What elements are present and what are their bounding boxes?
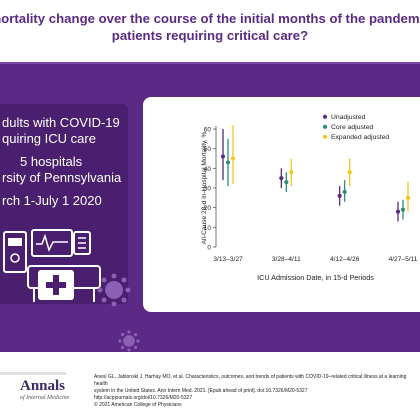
y-tick-label: 20: [204, 205, 212, 212]
virus-icon: [97, 273, 131, 307]
legend: Unadjusted Core adjusted Expanded adjusted: [322, 114, 389, 141]
panel-line-2: quiring ICU care: [2, 131, 96, 146]
data-point: [289, 170, 294, 175]
annals-logo: Annals: [20, 378, 66, 394]
legend-marker: [322, 114, 328, 119]
legend-label: Expanded adjusted: [331, 134, 389, 141]
virus-icon: [118, 330, 140, 352]
band-divider: [0, 62, 420, 64]
icu-illustration: [3, 229, 101, 302]
copyright: © 2021 American College of Physicians: [94, 402, 182, 408]
y-axis-label: All-Cause 28-d In-Hospital Mortality, %: [201, 131, 208, 244]
y-tick-label: 60: [204, 127, 212, 134]
citation-link[interactable]: http://acpjournals.org/doi/10.7326/M20-5…: [94, 395, 193, 401]
citation: Anesi GL, Jablonski J, Harhay MO, et al.…: [94, 374, 414, 409]
data-point: [220, 154, 226, 159]
x-tick-label: 3/13–3/27: [213, 256, 243, 263]
data-point: [347, 170, 352, 175]
data-point: [342, 189, 347, 195]
ventilator-icon: [3, 231, 27, 273]
logo-box: [0, 372, 66, 415]
legend-label: Unadjusted: [331, 114, 366, 121]
x-axis: 3/13–3/27 3/28–4/11 4/12–4/26 4/27–5/11: [213, 256, 417, 263]
y-tick-label: 50: [204, 146, 212, 153]
y-tick-label: 0: [207, 245, 211, 252]
panel-line-1: dults with COVID-19: [2, 115, 120, 130]
citation-line-2: system in the United States. Ann Intern …: [94, 388, 308, 394]
data-point: [337, 193, 342, 198]
y-axis: 0 10 20 30 40 50 60: [204, 126, 217, 252]
citation-line-1: Anesi GL, Jablonski J, Harhay MO, et al.…: [94, 374, 407, 387]
data-point: [284, 180, 289, 185]
data-marks: [220, 125, 411, 222]
header: mortality change over the course of the …: [0, 0, 420, 62]
data-point: [279, 176, 284, 181]
x-tick-label: 4/12–4/26: [330, 256, 360, 263]
mortality-chart: 0 10 20 30 40 50 60 All-Cause 28-d In-Hospital…: [201, 114, 418, 282]
legend-marker: [322, 124, 328, 129]
title-line-2: patients requiring critical care?: [111, 28, 309, 43]
title-question: mortality change over the course of the …: [0, 10, 420, 44]
footer: [0, 352, 420, 420]
y-tick-label: 10: [204, 225, 212, 232]
data-point: [225, 160, 231, 165]
annals-logo-subtitle: of Internal Medicine: [20, 395, 70, 401]
x-axis-label: ICU Admission Date, in 15-d Periods: [257, 273, 374, 282]
chart-panel: 0 10 20 30 40 50 60 All-Cause 28-d In-Hospital…: [143, 97, 420, 312]
data-point: [405, 195, 411, 200]
title-line-1: mortality change over the course of the …: [0, 11, 420, 26]
panel-line-4: rsity of Pennsylvania: [2, 170, 122, 185]
monitor-icon: [31, 229, 91, 257]
legend-label: Core adjusted: [331, 124, 374, 131]
data-point: [395, 209, 401, 214]
y-tick-label: 40: [204, 166, 212, 173]
x-tick-label: 3/28–4/11: [272, 256, 301, 263]
legend-marker: [322, 134, 328, 139]
y-tick-label: 30: [204, 186, 212, 193]
panel-line-5: rch 1-July 1 2020: [2, 193, 102, 208]
data-point: [230, 156, 236, 161]
medical-kit-icon: [38, 270, 74, 300]
data-point: [400, 207, 406, 212]
panel-line-3: 5 hospitals: [20, 154, 83, 169]
x-tick-label: 4/27–5/11: [389, 256, 418, 263]
